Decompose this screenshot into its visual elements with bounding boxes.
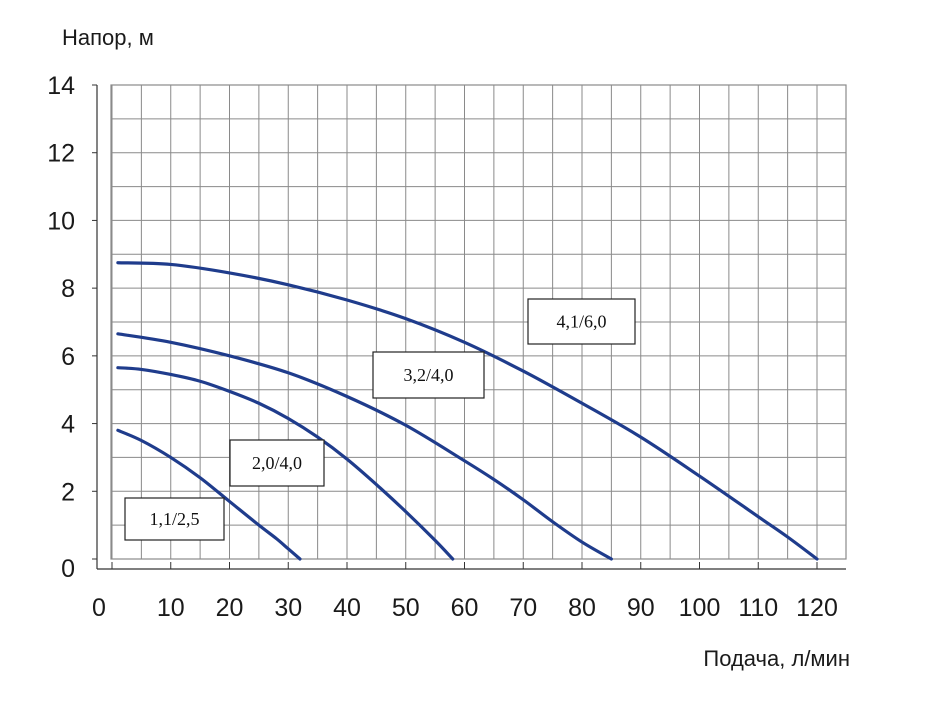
curve-label-1: 1,1/2,5 bbox=[124, 497, 225, 541]
x-tick-label: 110 bbox=[738, 594, 778, 622]
x-axis-label: Подача, л/мин bbox=[703, 646, 850, 671]
series-line-3 bbox=[116, 332, 613, 561]
y-tick-label: 8 bbox=[61, 275, 75, 303]
series-line-2 bbox=[116, 366, 455, 561]
curve-label-text: 3,2/4,0 bbox=[403, 365, 453, 385]
y-tick-label: 10 bbox=[47, 207, 75, 235]
grid bbox=[110, 84, 847, 560]
x-tick-label: 0 bbox=[92, 594, 106, 622]
series-line-4 bbox=[116, 261, 819, 561]
x-tick-label: 80 bbox=[568, 594, 596, 622]
curve-label-text: 1,1/2,5 bbox=[149, 509, 199, 529]
x-tick-label: 50 bbox=[392, 594, 420, 622]
x-tick-label: 70 bbox=[509, 594, 537, 622]
x-tick-label: 20 bbox=[216, 594, 244, 622]
x-tick-label: 120 bbox=[796, 594, 838, 622]
series bbox=[116, 261, 819, 561]
y-tick-label: 12 bbox=[47, 140, 75, 168]
y-tick-label: 2 bbox=[61, 478, 75, 506]
y-tick-label: 4 bbox=[61, 411, 75, 439]
curve-label-text: 4,1/6,0 bbox=[556, 312, 606, 332]
ticks: 0 10 20 30 40 50 60 70 80 90 100 110 120 0 2 4 6 8 10 12 14 bbox=[47, 72, 838, 622]
curve-label-text: 2,0/4,0 bbox=[252, 453, 302, 473]
series-line-1 bbox=[116, 428, 302, 561]
curve-label-2: 2,0/4,0 bbox=[229, 439, 325, 487]
curve-label-3: 3,2/4,0 bbox=[372, 351, 485, 399]
curve-label-4: 4,1/6,0 bbox=[527, 298, 636, 345]
y-tick-label: 14 bbox=[47, 72, 75, 100]
x-tick-label: 60 bbox=[451, 594, 479, 622]
curve-label-box bbox=[229, 439, 325, 487]
curve-label-box bbox=[372, 351, 485, 399]
x-tick-label: 100 bbox=[679, 594, 721, 622]
curve-label-box bbox=[527, 298, 636, 345]
x-tick-label: 90 bbox=[627, 594, 655, 622]
x-tick-label: 10 bbox=[157, 594, 185, 622]
curve-labels: 1,1/2,5 2,0/4,0 3,2/4,0 4,1/6,0 bbox=[124, 298, 636, 541]
x-tick-label: 40 bbox=[333, 594, 361, 622]
y-tick-label: 6 bbox=[61, 343, 75, 371]
axes bbox=[96, 85, 846, 570]
curve-label-box bbox=[124, 497, 225, 541]
y-tick-label: 0 bbox=[61, 555, 75, 583]
x-tick-label: 30 bbox=[274, 594, 302, 622]
y-axis-label: Напор, м bbox=[62, 25, 154, 50]
